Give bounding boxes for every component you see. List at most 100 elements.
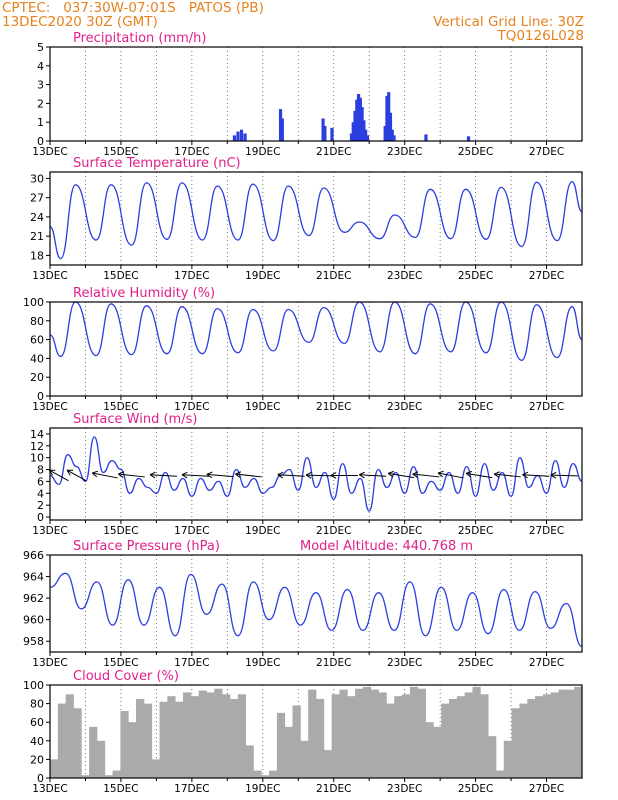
cloud-bar	[151, 759, 160, 778]
precip-bar	[351, 122, 355, 141]
cloud-bar	[112, 770, 121, 778]
x-tick-label: 13DEC	[32, 525, 67, 537]
y-tick-label: 3	[37, 79, 44, 92]
y-tick-label: 966	[23, 549, 44, 562]
x-tick-label: 21DEC	[316, 401, 351, 413]
cloud-bar	[253, 770, 262, 778]
cloud-bar	[433, 726, 442, 778]
x-tick-label: 19DEC	[245, 146, 280, 158]
cloud-bar	[198, 690, 207, 778]
y-tick-label: 4	[37, 60, 44, 73]
precip-bar	[360, 107, 364, 141]
y-tick-label: 958	[23, 635, 44, 648]
x-tick-label: 27DEC	[529, 146, 564, 158]
cloud-bar	[503, 740, 512, 778]
y-tick-label: 5	[37, 41, 44, 54]
x-tick-label: 27DEC	[529, 401, 564, 413]
cloud-bar	[378, 692, 387, 778]
x-tick-label: 15DEC	[103, 270, 138, 282]
header-model-id: TQ0126L028	[497, 28, 584, 44]
model-altitude-note: Model Altitude: 440.768 m	[300, 539, 473, 554]
y-tick-label: 960	[23, 614, 44, 627]
panel-title-precipitation: Precipitation (mm/h)	[73, 31, 206, 46]
cloud-bar	[57, 703, 67, 778]
cloud-bar	[316, 698, 325, 778]
cloud-bar	[104, 775, 113, 778]
cloud-bar	[237, 694, 246, 778]
y-tick-label: 0	[37, 390, 44, 403]
y-tick-label: 0	[37, 135, 44, 148]
wind-arrow	[550, 471, 578, 479]
precip-bar	[278, 109, 283, 141]
cloud-bar	[120, 711, 129, 778]
x-tick-label: 25DEC	[458, 270, 493, 282]
cloud-bar	[284, 726, 293, 778]
y-tick-label: 6	[37, 475, 44, 488]
cloud-bar	[206, 692, 215, 778]
y-tick-label: 80	[30, 698, 44, 711]
cloud-bar	[308, 689, 317, 778]
cloud-bar	[245, 745, 254, 778]
precip-bar	[349, 133, 354, 141]
panel-pressure: 958 960 962 964 966 13DEC 15DEC 17DEC 19DEC 21DEC…	[23, 539, 583, 669]
cloud-bar	[347, 696, 356, 778]
wind-arrow	[48, 469, 69, 482]
precip-bar	[232, 135, 237, 141]
x-tick-label: 21DEC	[316, 146, 351, 158]
x-tick-label: 19DEC	[245, 401, 280, 413]
panel-frame	[49, 46, 583, 142]
panel-title-temperature: Surface Temperature (nC)	[73, 156, 241, 171]
y-tick-label: 2	[37, 499, 44, 512]
cloud-bar	[269, 770, 278, 778]
panel-title-pressure: Surface Pressure (hPa)	[73, 539, 220, 554]
cloud-bar	[409, 686, 419, 778]
precip-bar	[383, 125, 387, 141]
y-tick-label: 24	[30, 211, 44, 224]
cloud-bar	[550, 692, 559, 778]
header-grid-note: Vertical Grid Line: 30Z	[433, 14, 584, 30]
wind-arrow	[206, 471, 234, 479]
precip-bar	[385, 95, 389, 141]
wind-arrow	[149, 471, 177, 479]
y-tick-label: 1	[37, 116, 44, 129]
panel-cloud-cover: 0 20 40 60 80 100 13DEC 15DEC 17DEC 19DEC 21DEC 23D…	[23, 669, 583, 795]
wind-arrow	[359, 471, 387, 479]
x-tick-label: 13DEC	[32, 401, 67, 413]
wind-arrow	[181, 471, 209, 479]
x-tick-label: 15DEC	[103, 401, 138, 413]
x-tick-label: 17DEC	[174, 657, 209, 669]
y-tick-label: 14	[30, 428, 44, 441]
precip-bar	[355, 99, 359, 141]
panel-precipitation: 0 1 2 3 4 5 13DEC 15DEC 17DEC 19DEC 21DEC 23DEC 25DE…	[32, 31, 583, 158]
cloud-bar	[214, 688, 223, 778]
x-tick-label: 13DEC	[32, 146, 67, 158]
y-tick-label: 20	[30, 753, 44, 766]
cloud-bar	[480, 694, 489, 778]
x-tick-label: 23DEC	[387, 657, 422, 669]
wind-arrow	[66, 469, 87, 482]
cloud-bar	[136, 698, 145, 778]
cloud-bar	[159, 701, 168, 778]
y-tick-label: 20	[30, 371, 44, 384]
x-tick-label: 17DEC	[174, 270, 209, 282]
header-station: CPTEC: 037:30W-07:01S PATOS (PB)	[2, 0, 264, 16]
wind-arrow	[277, 471, 305, 479]
wind-arrow	[387, 470, 415, 479]
y-tick-label: 4	[37, 487, 44, 500]
cloud-bar	[276, 712, 286, 778]
series-line-humidity	[49, 301, 583, 361]
x-tick-label: 25DEC	[458, 146, 493, 158]
precip-bar	[239, 129, 244, 141]
cloud-bar	[402, 694, 411, 778]
precip-bar	[424, 134, 428, 141]
precip-bar	[365, 135, 370, 141]
precip-bar	[362, 120, 366, 141]
panel-frame	[49, 301, 583, 397]
x-tick-label: 25DEC	[458, 657, 493, 669]
cloud-bar	[339, 689, 348, 778]
cloud-bar	[527, 698, 536, 778]
cloud-bar	[574, 686, 583, 778]
cloud-bar	[89, 726, 98, 778]
y-tick-label: 8	[37, 464, 44, 477]
